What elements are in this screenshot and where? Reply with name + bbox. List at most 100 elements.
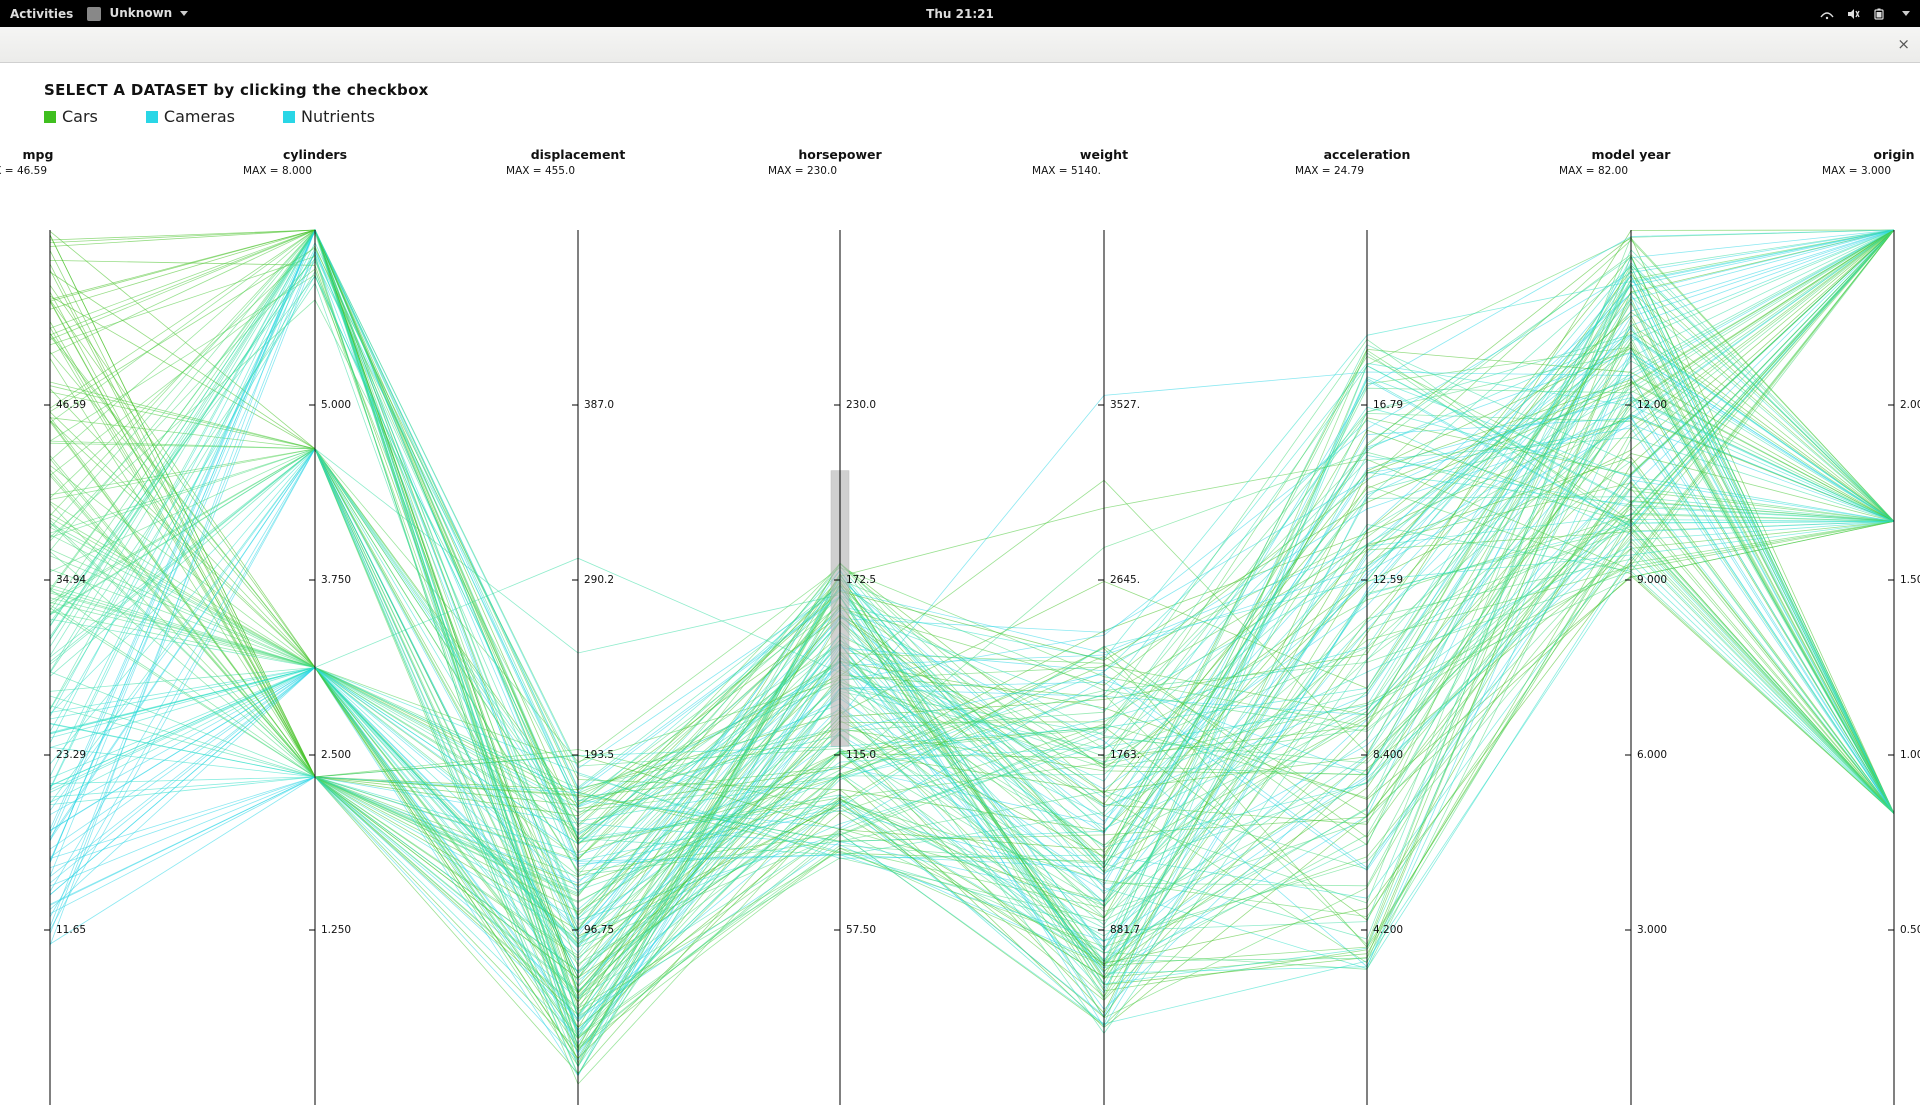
data-polyline xyxy=(50,230,1894,1034)
axis-tick-label: 96.75 xyxy=(584,924,614,936)
data-polyline xyxy=(50,256,1894,979)
axis-tick-label: 2.000 xyxy=(1900,399,1920,411)
system-tray[interactable] xyxy=(1820,7,1910,21)
appmenu-label: Unknown xyxy=(110,6,173,20)
window-titlebar: × xyxy=(0,27,1920,63)
axis-title: displacement xyxy=(531,147,626,162)
axis-tick-label: 4.200 xyxy=(1373,924,1403,936)
gnome-topbar: Activities Unknown Thu 21:21 xyxy=(0,0,1920,27)
axis-tick-label: 1.500 xyxy=(1900,574,1920,586)
axis-tick-label: 34.94 xyxy=(56,574,86,586)
axis-title: origin xyxy=(1873,147,1914,162)
axis-tick-label: 16.79 xyxy=(1373,399,1403,411)
data-polyline xyxy=(50,230,1894,993)
axis-max-label: MAX = 24.79 xyxy=(1295,165,1364,177)
volume-icon xyxy=(1846,7,1860,21)
axis-tick-label: 9.000 xyxy=(1637,574,1667,586)
legend-item-nutrients[interactable]: Nutrients xyxy=(283,107,375,126)
axis-max-label: MAX = 8.000 xyxy=(243,165,312,177)
data-polyline xyxy=(50,230,1894,1011)
axis-tick-label: 115.0 xyxy=(846,749,876,761)
polylines-group xyxy=(50,230,1894,1084)
axis-tick-label: 3527. xyxy=(1110,399,1140,411)
swatch-icon xyxy=(44,111,56,123)
axis-title: cylinders xyxy=(283,147,347,162)
page-title: SELECT A DATASET by clicking the checkbo… xyxy=(0,81,1920,99)
chevron-down-icon xyxy=(1902,11,1910,16)
data-polyline xyxy=(50,230,1894,951)
axis-tick-label: 172.5 xyxy=(846,574,876,586)
axis-tick-label: 230.0 xyxy=(846,399,876,411)
activities-button[interactable]: Activities xyxy=(10,7,73,21)
clock-label[interactable]: Thu 21:21 xyxy=(926,7,994,21)
legend-item-cameras[interactable]: Cameras xyxy=(146,107,235,126)
axis-tick-label: 881.7 xyxy=(1110,924,1140,936)
network-icon xyxy=(1820,7,1834,21)
axis-title: acceleration xyxy=(1324,147,1411,162)
axis-max-label: MAX = 82.00 xyxy=(1559,165,1628,177)
legend-item-cars[interactable]: Cars xyxy=(44,107,98,126)
data-polyline xyxy=(50,230,1894,963)
axis-title: horsepower xyxy=(798,147,882,162)
axis-max-label: MAX = 3.000 xyxy=(1822,165,1891,177)
swatch-icon xyxy=(283,111,295,123)
axis-title: weight xyxy=(1080,147,1128,162)
axis-tick-label: 11.65 xyxy=(56,924,86,936)
axis-title: mpg xyxy=(23,147,54,162)
axis-tick-label: 6.000 xyxy=(1637,749,1667,761)
axis-tick-label: 46.59 xyxy=(56,399,86,411)
legend-label: Cameras xyxy=(164,107,235,126)
main-content: SELECT A DATASET by clicking the checkbo… xyxy=(0,63,1920,126)
data-polyline xyxy=(50,348,1894,967)
axis-tick-label: 193.5 xyxy=(584,749,614,761)
axis-max-label: MAX = 5140. xyxy=(1032,165,1101,177)
data-polyline xyxy=(50,420,1894,821)
axis-tick-label: 387.0 xyxy=(584,399,614,411)
data-polyline xyxy=(50,230,1894,996)
axis-max-label: MAX = 455.0 xyxy=(506,165,575,177)
data-polyline xyxy=(50,356,1894,842)
data-polyline xyxy=(50,230,1894,1032)
data-polyline xyxy=(50,352,1894,947)
data-polyline xyxy=(50,338,1894,1075)
axis-tick-label: 1.250 xyxy=(321,924,351,936)
axis-tick-label: 2645. xyxy=(1110,574,1140,586)
axis-title: model year xyxy=(1592,147,1672,162)
swatch-icon xyxy=(146,111,158,123)
axis-tick-label: 5.000 xyxy=(321,399,351,411)
data-polyline xyxy=(50,230,1894,993)
axis-tick-label: 12.00 xyxy=(1637,399,1667,411)
chevron-down-icon xyxy=(180,11,188,16)
appmenu-button[interactable]: Unknown xyxy=(87,6,188,21)
legend-label: Cars xyxy=(62,107,98,126)
appmenu-icon xyxy=(87,7,101,21)
dataset-legend: Cars Cameras Nutrients xyxy=(0,99,1920,126)
axis-tick-label: 3.750 xyxy=(321,574,351,586)
axis-tick-label: 1.000 xyxy=(1900,749,1920,761)
axis-tick-label: 57.50 xyxy=(846,924,876,936)
data-polyline xyxy=(50,246,1894,963)
data-polyline xyxy=(50,230,1894,961)
axis-max-label: MAX = 230.0 xyxy=(768,165,837,177)
axis-max-label: MAX = 46.59 xyxy=(0,165,47,177)
legend-label: Nutrients xyxy=(301,107,375,126)
axis-tick-label: 23.29 xyxy=(56,749,86,761)
data-polyline xyxy=(50,527,1894,961)
data-polyline xyxy=(50,230,1894,992)
axis-tick-label: 1763. xyxy=(1110,749,1140,761)
chart-svg[interactable]: mpg MAX = 46.59 46.59 34.94 23.29 11.65 cylind… xyxy=(0,145,1920,1105)
data-polyline xyxy=(50,230,1894,964)
data-polyline xyxy=(50,264,1894,930)
parallel-coordinates-chart[interactable]: mpg MAX = 46.59 46.59 34.94 23.29 11.65 cylind… xyxy=(0,145,1920,1105)
data-polyline xyxy=(50,521,1894,1022)
axis-tick-label: 3.000 xyxy=(1637,924,1667,936)
axis-tick-label: 8.400 xyxy=(1373,749,1403,761)
axis-tick-label: 12.59 xyxy=(1373,574,1403,586)
data-polyline xyxy=(50,347,1894,1049)
axis-tick-label: 290.2 xyxy=(584,574,614,586)
data-polyline xyxy=(50,449,1894,941)
data-polyline xyxy=(50,230,1894,1038)
axis-tick-label: 0.500 xyxy=(1900,924,1920,936)
battery-icon xyxy=(1872,7,1886,21)
window-close-button[interactable]: × xyxy=(1897,35,1910,53)
